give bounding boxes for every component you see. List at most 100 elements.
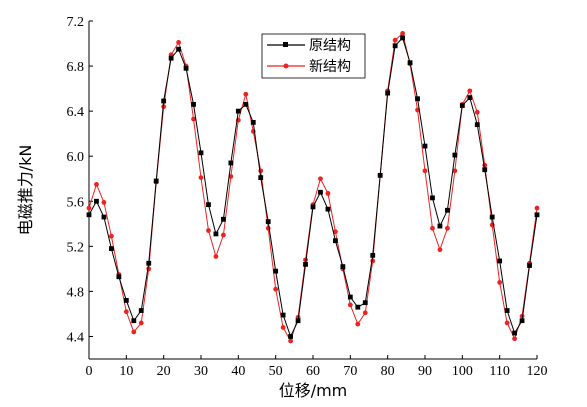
series-1-point	[377, 172, 383, 178]
series-2-point	[109, 233, 114, 239]
series-2-point	[243, 91, 249, 97]
series-1-point	[146, 260, 152, 266]
series-1-point	[452, 152, 458, 158]
series-2-point	[437, 247, 443, 253]
series-2-point	[347, 302, 353, 308]
series-1-point	[273, 268, 279, 274]
legend-box	[261, 33, 366, 79]
series-2-point	[362, 310, 368, 316]
y-tick-label: 6.8	[67, 60, 85, 75]
series-1-point	[445, 207, 450, 213]
series-2-point	[474, 109, 480, 115]
series-1-point	[213, 231, 219, 237]
series-1-point	[116, 274, 122, 280]
series-1-point	[340, 264, 346, 270]
series-1	[86, 35, 540, 339]
y-ticks: 4.4 4.8 5.2 5.6 6.0 6.4 6.8 7.2	[67, 15, 93, 345]
series-2-point	[213, 254, 219, 259]
series-1-point	[489, 214, 495, 220]
series-2-point	[392, 37, 398, 43]
series-2-point	[452, 168, 458, 174]
series-2-point	[176, 40, 182, 45]
series-2-point	[273, 286, 279, 292]
legend-label-series-1: 原结构	[309, 38, 351, 54]
series-2-point	[280, 325, 286, 330]
x-tick-label: 60	[306, 364, 320, 379]
y-tick-label: 5.6	[67, 195, 85, 210]
series-1-point	[504, 308, 510, 313]
series-2-point	[445, 225, 450, 231]
x-tick-label: 120	[527, 364, 548, 379]
series-2-point	[86, 205, 92, 211]
series-2-point	[355, 321, 361, 327]
x-tick-label: 40	[231, 364, 245, 379]
series-1-point	[392, 43, 398, 49]
series-1-point	[86, 212, 92, 218]
x-tick-label: 70	[343, 364, 357, 379]
legend-label-series-2: 新结构	[309, 59, 351, 75]
legend-marker-series-2	[283, 63, 289, 69]
series-1-point	[123, 298, 129, 303]
y-tick-label: 4.4	[67, 330, 85, 345]
series-1-point	[400, 35, 405, 41]
legend-marker-series-1	[283, 42, 288, 47]
series-1-point	[310, 204, 316, 210]
series-1-point	[243, 101, 249, 107]
series-1-point	[474, 122, 480, 128]
series-1-point	[183, 65, 189, 71]
x-axis-title: 位移/mm	[279, 381, 348, 400]
series-2-point	[131, 329, 137, 335]
x-tick-label: 80	[381, 364, 395, 379]
y-tick-label: 6.0	[67, 150, 85, 165]
series-1-point	[355, 304, 361, 310]
x-tick-label: 30	[194, 364, 208, 379]
series-2-point	[221, 232, 226, 238]
series-2-point	[400, 30, 405, 36]
series-1-point	[109, 246, 114, 251]
series-2-point	[534, 205, 540, 211]
series-2-point	[198, 175, 204, 181]
series-2-point	[146, 266, 152, 272]
x-tick-label: 50	[269, 364, 283, 379]
series-1-point	[467, 95, 473, 101]
x-tick-label: 0	[86, 364, 93, 379]
series-2-point	[101, 199, 107, 205]
series-2-point	[161, 104, 167, 110]
series-1-point	[176, 46, 181, 52]
series-1-point	[250, 120, 256, 125]
series-2-point	[138, 320, 144, 326]
series-1-point	[482, 167, 488, 173]
series-1-point	[101, 214, 107, 220]
y-axis-title: 电磁推力/kN	[16, 145, 35, 236]
series-1-point	[138, 308, 144, 313]
series-1-point	[198, 150, 204, 156]
series-1-point	[131, 318, 137, 324]
series-1-point	[228, 160, 234, 166]
series-1-point	[430, 195, 435, 201]
series-1-point	[415, 96, 420, 102]
series-1-point	[534, 212, 540, 218]
series-1-point	[258, 175, 264, 181]
series-1-point	[370, 252, 376, 258]
series-1-point	[497, 258, 503, 264]
series-layer	[86, 30, 540, 344]
series-1-point	[168, 55, 174, 61]
series-2-point	[258, 168, 264, 174]
series-1-point	[512, 330, 517, 336]
series-1-point	[153, 178, 159, 184]
series-1-point	[385, 90, 391, 96]
series-1-point	[295, 318, 301, 324]
series-1-point	[527, 263, 532, 268]
x-tick-label: 110	[489, 364, 509, 379]
series-1-point	[161, 98, 167, 104]
series-2-point	[370, 258, 376, 264]
series-1-point	[407, 60, 413, 66]
series-2-point	[497, 279, 503, 285]
series-2-point	[422, 168, 428, 174]
y-tick-label: 6.4	[67, 105, 85, 120]
series-1-point	[280, 312, 286, 318]
series-1-point	[325, 206, 331, 212]
series-2-point	[430, 225, 435, 231]
series-1-point	[519, 318, 525, 324]
